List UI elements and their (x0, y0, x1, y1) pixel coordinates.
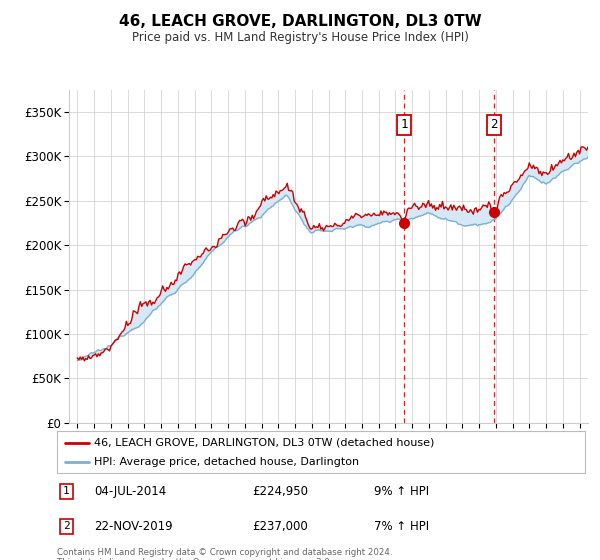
Text: 22-NOV-2019: 22-NOV-2019 (94, 520, 173, 533)
Text: 46, LEACH GROVE, DARLINGTON, DL3 0TW (detached house): 46, LEACH GROVE, DARLINGTON, DL3 0TW (de… (94, 437, 434, 447)
Text: 2: 2 (63, 521, 70, 531)
Text: 9% ↑ HPI: 9% ↑ HPI (374, 485, 429, 498)
Text: 1: 1 (400, 118, 407, 131)
Text: Price paid vs. HM Land Registry's House Price Index (HPI): Price paid vs. HM Land Registry's House … (131, 31, 469, 44)
Text: HPI: Average price, detached house, Darlington: HPI: Average price, detached house, Darl… (94, 457, 359, 467)
Text: 7% ↑ HPI: 7% ↑ HPI (374, 520, 429, 533)
Text: £224,950: £224,950 (253, 485, 308, 498)
Text: 1: 1 (63, 487, 70, 496)
Text: 04-JUL-2014: 04-JUL-2014 (94, 485, 166, 498)
Text: £237,000: £237,000 (253, 520, 308, 533)
Text: 2: 2 (490, 118, 498, 131)
Text: Contains HM Land Registry data © Crown copyright and database right 2024.
This d: Contains HM Land Registry data © Crown c… (57, 548, 392, 560)
Text: 46, LEACH GROVE, DARLINGTON, DL3 0TW: 46, LEACH GROVE, DARLINGTON, DL3 0TW (119, 14, 481, 29)
